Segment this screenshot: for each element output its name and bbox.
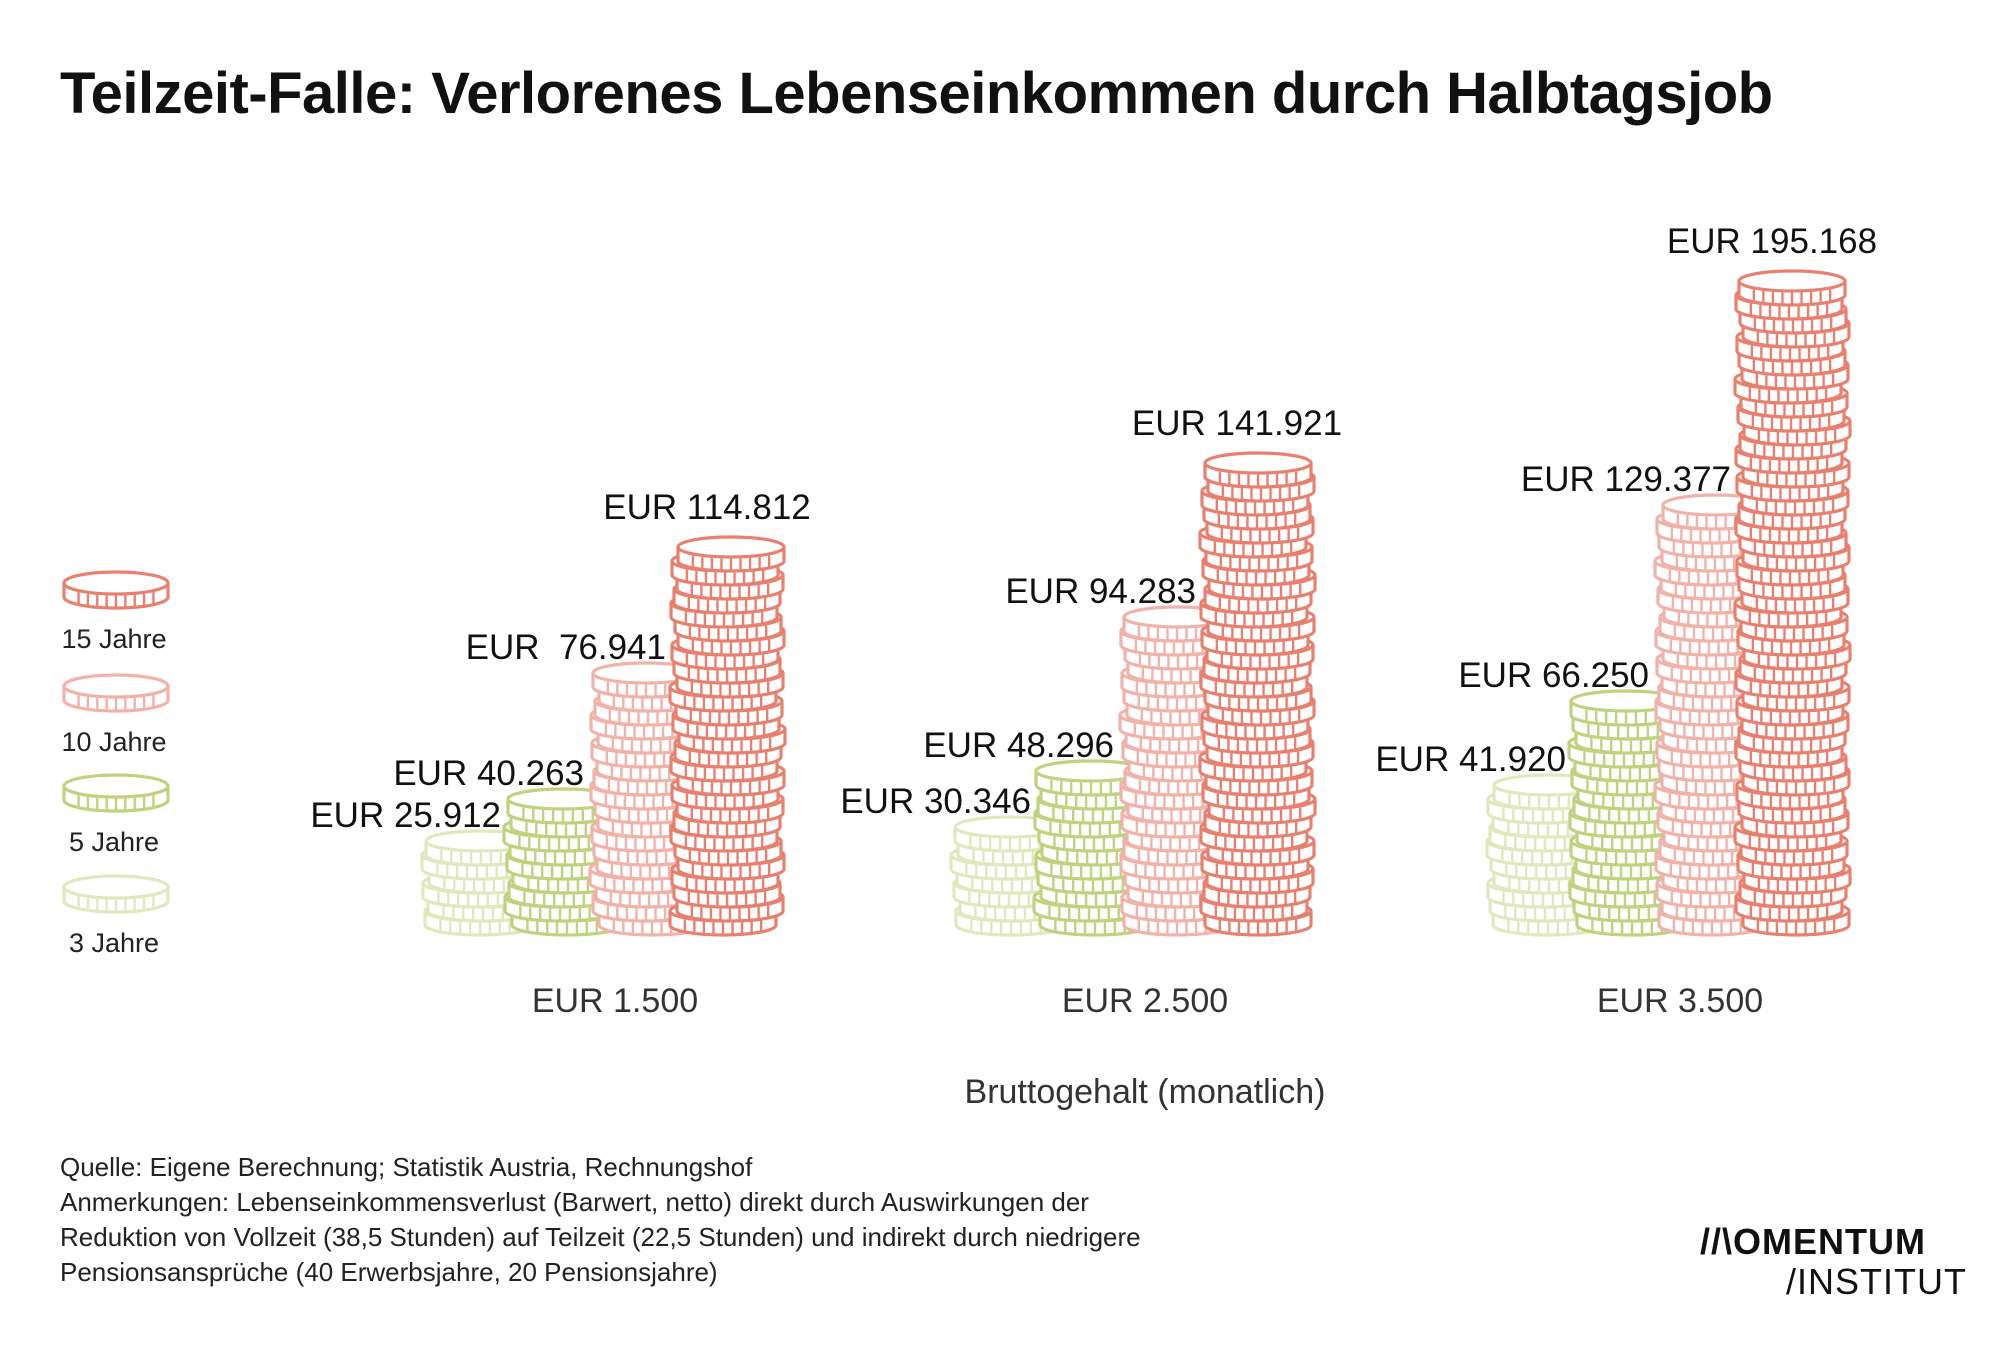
stack-15-jahre: [668, 535, 787, 937]
footer-note-1: Anmerkungen: Lebenseinkommensverlust (Ba…: [60, 1187, 1089, 1217]
logo-line-2: /INSTITUT: [1786, 1261, 1967, 1302]
data-label: EUR 30.346: [840, 782, 1031, 821]
data-label: EUR 48.296: [923, 726, 1114, 765]
data-label: EUR 25.912: [310, 796, 501, 835]
legend-item: 5 Jahre: [62, 773, 170, 857]
data-label: EUR 94.283: [1005, 572, 1196, 611]
legend-label: 15 Jahre: [61, 624, 166, 654]
x-axis-label: Bruttogehalt (monatlich): [965, 1073, 1326, 1111]
legend-coin-icon: [62, 570, 170, 610]
coin: [676, 535, 786, 573]
footer-source: Quelle: Eigene Berechnung; Statistik Aus…: [60, 1152, 753, 1182]
data-label: EUR 114.812: [603, 488, 811, 527]
category-label: EUR 3.500: [1597, 982, 1763, 1020]
chart-title: Teilzeit-Falle: Verlorenes Lebenseinkomm…: [60, 61, 1773, 126]
legend-label: 10 Jahre: [61, 727, 166, 757]
data-label: EUR 129.377: [1521, 460, 1731, 499]
category-label: EUR 2.500: [1062, 982, 1228, 1020]
coin: [1737, 269, 1847, 307]
data-label: EUR 141.921: [1132, 404, 1342, 443]
legend-coin-icon: [62, 874, 170, 914]
footer-note-3: Pensionsansprüche (40 Erwerbsjahre, 20 P…: [60, 1257, 718, 1287]
data-label: EUR 195.168: [1667, 222, 1877, 261]
footer-notes: Quelle: Eigene Berechnung; Statistik Aus…: [60, 1150, 1141, 1290]
legend-label: 5 Jahre: [69, 827, 159, 857]
data-label: EUR 66.250: [1458, 656, 1649, 695]
legend-item: 3 Jahre: [62, 874, 170, 958]
coin: [1203, 451, 1313, 489]
legend-item: 15 Jahre: [61, 570, 170, 654]
legend-coin-icon: [62, 673, 170, 713]
stack-15-jahre: [1733, 269, 1852, 937]
category-label: EUR 1.500: [532, 982, 698, 1020]
stack-15-jahre: [1198, 451, 1317, 937]
legend-item: 10 Jahre: [61, 673, 170, 757]
legend-coin-icon: [62, 773, 170, 813]
legend: 15 Jahre 10 Jahre 5 Jahre 3 Jahre: [61, 570, 170, 958]
data-label: EUR 41.920: [1375, 740, 1566, 779]
group-3: EUR 41.920 EUR 66.250 EUR 129.377 EUR 195.1…: [1375, 222, 1877, 1020]
logo-line-1: //\OMENTUM: [1700, 1221, 1926, 1262]
data-label: EUR 40.263: [393, 754, 584, 793]
group-2: EUR 30.346 EUR 48.296 EUR 94.283 EUR 141.92…: [840, 404, 1342, 1020]
momentum-institut-logo: //\OMENTUM /INSTITUT: [1700, 1222, 1967, 1302]
legend-label: 3 Jahre: [69, 928, 159, 958]
coin: [1034, 759, 1148, 797]
data-label: EUR 76.941: [466, 628, 666, 667]
footer-note-2: Reduktion von Vollzeit (38,5 Stunden) au…: [60, 1222, 1141, 1252]
